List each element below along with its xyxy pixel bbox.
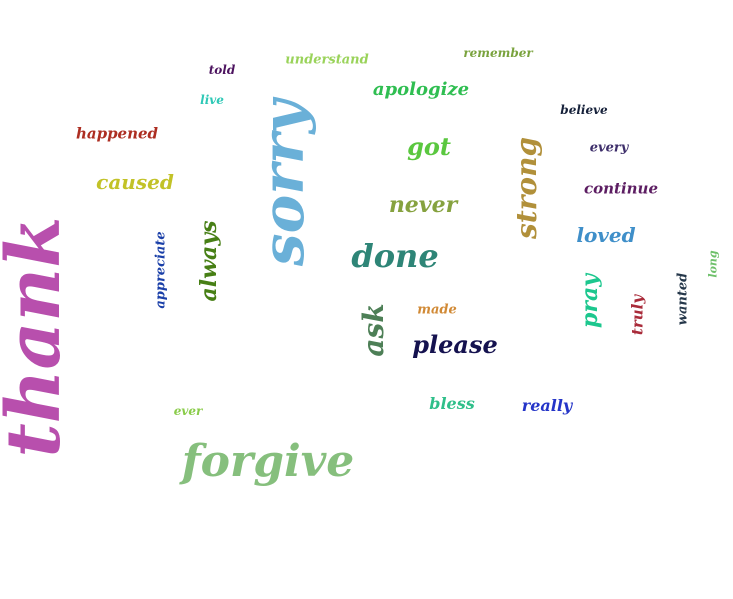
word-ever: ever xyxy=(173,404,203,418)
word-told: told xyxy=(208,63,236,77)
word-loved: loved xyxy=(576,223,636,247)
word-wanted: wanted xyxy=(675,272,691,326)
word-always: always xyxy=(196,220,222,302)
word-live: live xyxy=(200,93,224,107)
word-never: never xyxy=(388,192,458,218)
word-appreciate: appreciate xyxy=(153,231,169,309)
word-long: long xyxy=(706,250,720,278)
word-continue: continue xyxy=(583,179,659,198)
word-please: please xyxy=(412,330,498,359)
word-really: really xyxy=(521,396,573,415)
word-every: every xyxy=(589,140,629,156)
word-understand: understand xyxy=(285,52,369,68)
word-forgive: forgive xyxy=(181,436,355,487)
word-pray: pray xyxy=(577,273,603,329)
word-truly: truly xyxy=(628,294,647,336)
word-believe: believe xyxy=(560,103,608,117)
word-ask: ask xyxy=(357,303,390,357)
word-happened: happened xyxy=(75,124,159,143)
word-remember: remember xyxy=(463,46,533,60)
word-caused: caused xyxy=(96,170,174,194)
word-bless: bless xyxy=(429,394,475,413)
word-thank: thank xyxy=(0,216,77,458)
word-made: made xyxy=(417,302,457,318)
word-done: done xyxy=(351,237,439,275)
word-apologize: apologize xyxy=(372,79,470,100)
word-got: got xyxy=(407,132,451,161)
word-sorry: sorry xyxy=(249,99,317,267)
word-strong: strong xyxy=(510,136,543,240)
